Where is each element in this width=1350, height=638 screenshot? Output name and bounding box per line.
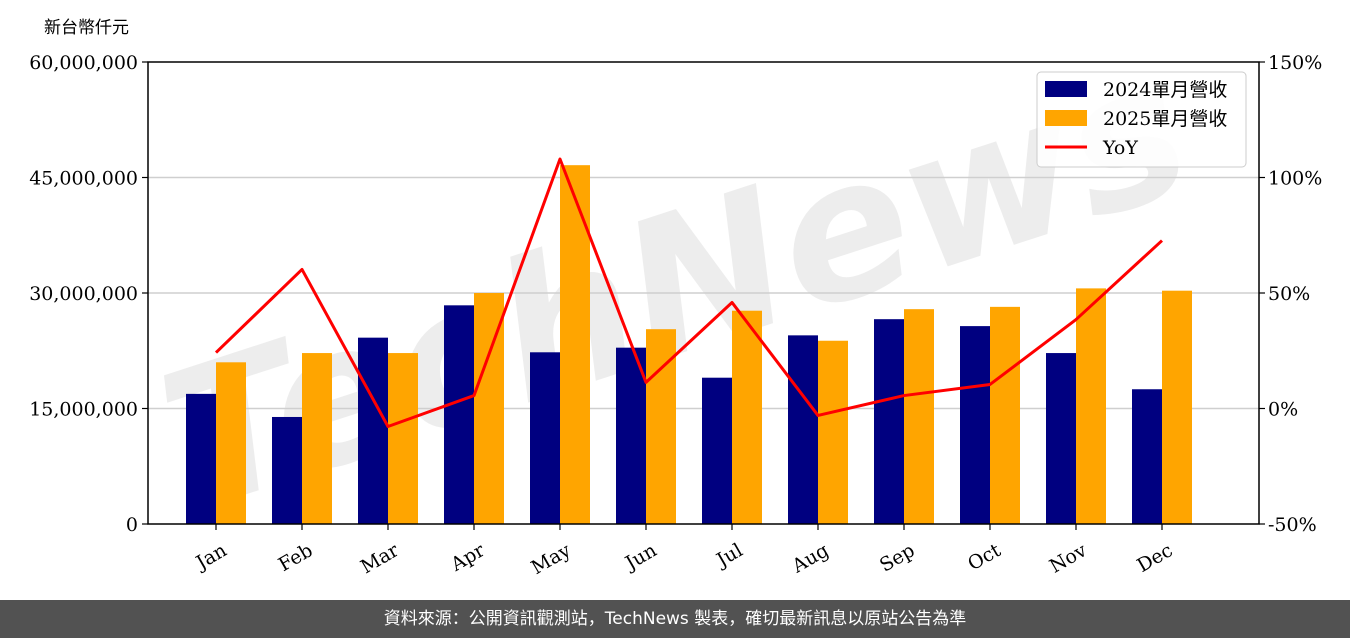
bar-2024-oct [960, 326, 990, 524]
legend-box [1036, 71, 1247, 168]
bar-2024-apr [444, 305, 474, 524]
x-tick-label: Oct [964, 539, 1005, 575]
y-tick-label: 0 [126, 514, 138, 536]
x-tick-label: Jul [711, 539, 746, 572]
plot-frame [147, 61, 1260, 525]
source-footer: 資料來源：公開資訊觀測站，TechNews 製表，確切最新訊息以原站公告為準 [0, 600, 1350, 638]
bar-2024-aug [788, 335, 818, 524]
legend-label: 2025單月營收 [1103, 108, 1227, 130]
bar-2024-nov [1046, 353, 1076, 524]
bar-2025-aug [818, 340, 848, 524]
x-tick-label: Aug [788, 539, 833, 578]
bar-2025-sep [904, 309, 934, 524]
bar-2025-feb [302, 353, 332, 524]
bar-2025-nov [1076, 288, 1106, 524]
y2-tick-label: 100% [1268, 168, 1322, 190]
bar-2024-sep [874, 319, 904, 524]
x-tick-label: Feb [275, 539, 317, 576]
legend-swatch [1045, 110, 1087, 126]
y-tick-label: 30,000,000 [29, 283, 138, 305]
y-tick-label: 60,000,000 [29, 52, 138, 74]
yoy-line [214, 157, 1164, 429]
bar-2025-jul [732, 310, 762, 524]
x-tick-label: May [528, 539, 575, 579]
x-tick-label: Dec [1133, 539, 1176, 577]
y-axis-label: 新台幣仟元 [44, 18, 129, 38]
bar-2025-jan [216, 362, 246, 524]
y-tick-label: 45,000,000 [29, 168, 138, 190]
x-tick-label: Apr [446, 539, 489, 576]
bar-2024-jan [186, 393, 216, 524]
bar-2024-may [530, 352, 560, 524]
legend-label: YoY [1102, 137, 1138, 159]
revenue-chart: TechNews 015,000,00030,000,00045,000,000… [29, 17, 1322, 579]
legend-swatch [1045, 81, 1087, 97]
bar-2025-apr [474, 293, 504, 524]
bar-2024-jun [616, 347, 646, 524]
bar-2024-mar [358, 337, 388, 524]
bar-2025-mar [388, 353, 418, 524]
legend: 2024單月營收 2025單月營收 YoY [1036, 71, 1247, 168]
y2-tick-label: -50% [1268, 514, 1317, 536]
bar-2025-dec [1162, 290, 1192, 524]
y2-tick-label: 150% [1268, 52, 1322, 74]
x-tick-label: Sep [876, 539, 919, 576]
y2-tick-label: 50% [1268, 283, 1310, 305]
bar-2024-jul [702, 377, 732, 524]
bar-2024-dec [1132, 389, 1162, 524]
y2-tick-label: 0% [1268, 399, 1298, 421]
y-tick-label: 15,000,000 [29, 399, 138, 421]
bar-2025-may [560, 165, 590, 524]
x-tick-label: Jun [620, 539, 661, 575]
bar-2024-feb [272, 416, 302, 524]
legend-label: 2024單月營收 [1103, 79, 1227, 101]
x-tick-label: Mar [357, 539, 403, 578]
bar-2025-jun [646, 329, 676, 524]
bar-2025-oct [990, 306, 1020, 524]
x-tick-label: Nov [1046, 539, 1091, 578]
